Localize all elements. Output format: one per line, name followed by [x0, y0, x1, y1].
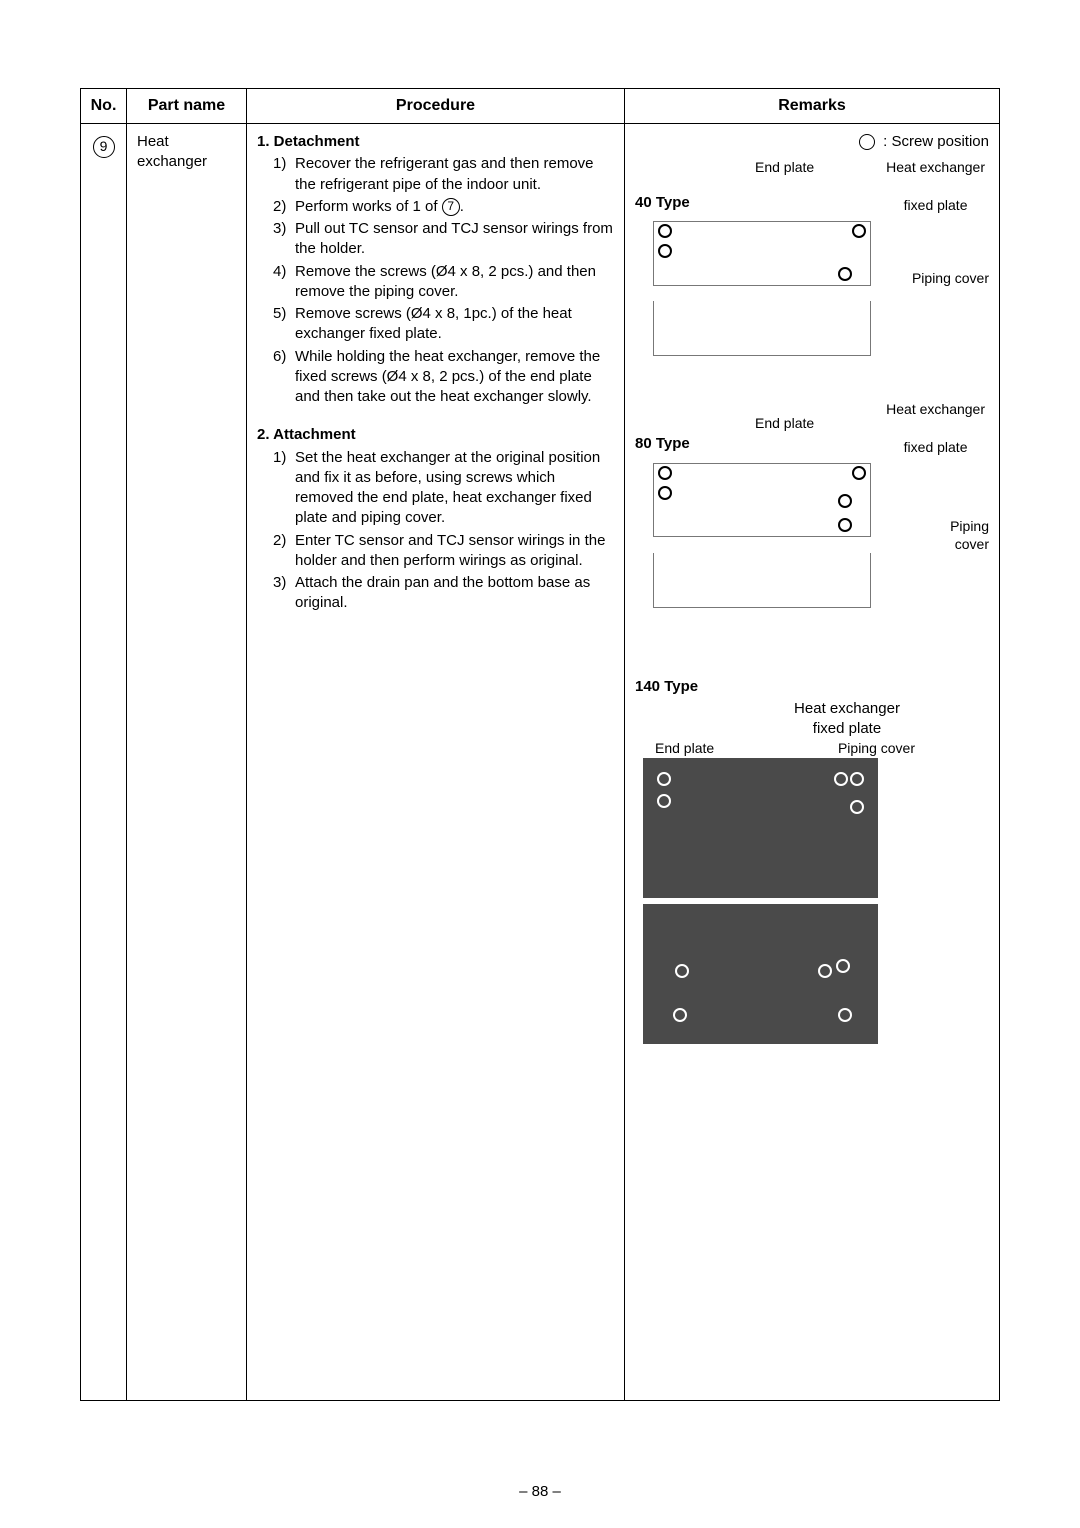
list-item: 2) Enter TC sensor and TCJ sensor wirings… [273, 531, 614, 572]
cell-procedure: 1. Detachment 1) Recover the refrigerant … [247, 124, 625, 1401]
procedure-table: No. Part name Procedure Remarks 9 Heat e… [80, 88, 1000, 1401]
header-part: Part name [127, 89, 247, 124]
diagram-80-schematic-bottom [653, 553, 871, 608]
page-number: – 88 – [0, 1483, 1080, 1500]
diagram-40-schematic-top [653, 221, 871, 286]
list-item: 3) Pull out TC sensor and TCJ sensor wiri… [273, 219, 614, 260]
cell-part-name: Heat exchanger [127, 124, 247, 1401]
item-text: Enter TC sensor and TCJ sensor wirings i… [295, 532, 605, 569]
photo-140-bottom [643, 904, 878, 1044]
list-item: 3) Attach the drain pan and the bottom ba… [273, 573, 614, 614]
header-no: No. [81, 89, 127, 124]
item-number: 3) [273, 573, 286, 593]
end-plate-label: End plate [755, 158, 814, 215]
list-item: 4) Remove the screws (Ø4 x 8, 2 pcs.) and… [273, 262, 614, 303]
header-procedure: Procedure [247, 89, 625, 124]
legend-text: : Screw position [883, 133, 989, 150]
item-text: Remove screws (Ø4 x 8, 1pc.) of the heat… [295, 305, 572, 342]
item-text: Remove the screws (Ø4 x 8, 2 pcs.) and t… [295, 263, 596, 300]
list-item: 1) Recover the refrigerant gas and then r… [273, 154, 614, 195]
attachment-list: 1) Set the heat exchanger at the original… [273, 448, 614, 614]
diagram-40-type: 40 Type End plate Heat exchanger fixed p… [635, 158, 989, 370]
fixed-plate-label-1: Heat exchanger [886, 158, 985, 177]
attachment-title: 2. Attachment [257, 425, 614, 445]
item-text: Attach the drain pan and the bottom base… [295, 574, 590, 611]
item-number: 2) [273, 531, 286, 551]
item-number: 6) [273, 347, 286, 367]
item-number: 2) [273, 197, 286, 217]
table-header-row: No. Part name Procedure Remarks [81, 89, 1000, 124]
list-item: 5) Remove screws (Ø4 x 8, 1pc.) of the he… [273, 304, 614, 345]
diagram-40-schematic-bottom [653, 301, 871, 356]
detachment-title: 1. Detachment [257, 132, 614, 152]
diagram-80-schematic-top [653, 463, 871, 537]
item-number: 5) [273, 304, 286, 324]
item-text: While holding the heat exchanger, remove… [295, 348, 600, 406]
reference-number-icon: 7 [442, 198, 460, 216]
cell-remarks: : Screw position 40 Type End plate Heat … [625, 124, 1000, 1401]
list-item: 1) Set the heat exchanger at the original… [273, 448, 614, 529]
legend: : Screw position [635, 132, 989, 152]
part-name-line2: exchanger [137, 153, 207, 170]
diagram-80-type: 80 Type End plate Heat exchanger fixed p… [635, 400, 989, 627]
item-text-b: . [460, 198, 464, 215]
item-number: 1) [273, 448, 286, 468]
cell-no: 9 [81, 124, 127, 1401]
fixed-plate-label-1: Heat exchanger [794, 700, 900, 717]
table-row: 9 Heat exchanger 1. Detachment 1) Recover… [81, 124, 1000, 1401]
diagram-140-type: 140 Type Heat exchanger fixed plate End … [635, 677, 989, 1045]
fixed-plate-label-2: fixed plate [813, 720, 881, 737]
item-text: Recover the refrigerant gas and then rem… [295, 155, 594, 192]
list-item: 2) Perform works of 1 of 7. [273, 197, 614, 217]
type-80-label: 80 Type [635, 434, 715, 454]
list-item: 6) While holding the heat exchanger, remo… [273, 347, 614, 408]
header-remarks: Remarks [625, 89, 1000, 124]
item-text-a: Perform works of 1 of [295, 198, 442, 215]
part-name-line1: Heat [137, 133, 169, 150]
step-number-icon: 9 [93, 136, 115, 158]
type-140-label: 140 Type [635, 677, 989, 697]
piping-cover-label-2: cover [955, 536, 989, 552]
screw-position-icon [859, 134, 875, 150]
end-plate-label: End plate [755, 400, 814, 457]
item-number: 4) [273, 262, 286, 282]
detachment-list: 1) Recover the refrigerant gas and then r… [273, 154, 614, 407]
fixed-plate-label-2: fixed plate [886, 196, 985, 215]
end-plate-label: End plate [655, 739, 714, 758]
fixed-plate-label-1: Heat exchanger [886, 400, 985, 419]
photo-140-top [643, 758, 878, 898]
piping-cover-label-1: Piping [950, 518, 989, 534]
item-text: Pull out TC sensor and TCJ sensor wiring… [295, 220, 613, 257]
item-number: 3) [273, 219, 286, 239]
fixed-plate-label-2: fixed plate [886, 438, 985, 457]
item-number: 1) [273, 154, 286, 174]
type-40-label: 40 Type [635, 193, 715, 213]
item-text: Set the heat exchanger at the original p… [295, 449, 600, 527]
piping-cover-label: Piping cover [838, 739, 915, 758]
piping-cover-label: Piping cover [912, 269, 989, 288]
